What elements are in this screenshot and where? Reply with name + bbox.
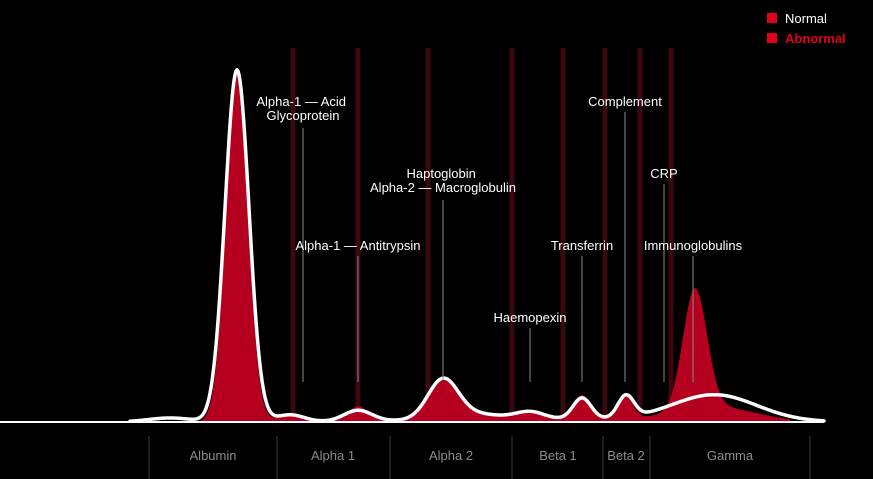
protein-label-line: Haptoglobin bbox=[406, 166, 475, 181]
protein-label-alpha1-antitrypsin: Alpha-1 — Antitrypsin bbox=[295, 238, 420, 253]
protein-label-immunoglobulins: Immunoglobulins bbox=[644, 238, 743, 253]
protein-label-line: Transferrin bbox=[551, 238, 613, 253]
legend-label-abnormal: Abnormal bbox=[785, 30, 846, 46]
legend-label-normal: Normal bbox=[785, 10, 827, 26]
region-label-beta1: Beta 1 bbox=[539, 448, 577, 463]
region-label-alpha2: Alpha 2 bbox=[429, 448, 473, 463]
protein-label-line: Complement bbox=[588, 94, 662, 109]
legend-swatch-abnormal bbox=[767, 33, 777, 43]
protein-label-line: Alpha-1 — Antitrypsin bbox=[295, 238, 420, 253]
protein-labels: Alpha-1 — Acid Glycoprotein Alpha-1 — An… bbox=[256, 94, 742, 325]
region-labels: Albumin Alpha 1 Alpha 2 Beta 1 Beta 2 Ga… bbox=[190, 448, 754, 463]
region-label-beta2: Beta 2 bbox=[607, 448, 645, 463]
legend-swatch-normal bbox=[767, 13, 777, 23]
legend-item-normal: Normal bbox=[767, 8, 867, 28]
legend: Normal Abnormal bbox=[767, 8, 867, 48]
protein-label-haemopexin: Haemopexin bbox=[494, 310, 567, 325]
protein-label-line: Immunoglobulins bbox=[644, 238, 743, 253]
protein-label-line: Haemopexin bbox=[494, 310, 567, 325]
normal-curve-line bbox=[128, 68, 826, 423]
protein-label-haptoglobin-macroglobulin: Haptoglobin Alpha-2 — Macroglobulin bbox=[370, 166, 516, 195]
region-label-albumin: Albumin bbox=[190, 448, 237, 463]
fraction-band-lines bbox=[290, 48, 674, 420]
protein-label-line: Glycoprotein bbox=[267, 108, 340, 123]
protein-label-transferrin: Transferrin bbox=[551, 238, 613, 253]
region-label-gamma: Gamma bbox=[707, 448, 754, 463]
protein-label-crp: CRP bbox=[650, 166, 677, 181]
region-dividers bbox=[148, 436, 811, 479]
protein-label-line: Alpha-2 — Macroglobulin bbox=[370, 180, 516, 195]
protein-label-alpha1-acid-glycoprotein: Alpha-1 — Acid Glycoprotein bbox=[256, 94, 349, 123]
protein-label-line: Alpha-1 — Acid bbox=[256, 94, 346, 109]
protein-label-line: CRP bbox=[650, 166, 677, 181]
legend-item-abnormal: Abnormal bbox=[767, 28, 867, 48]
region-label-alpha1: Alpha 1 bbox=[311, 448, 355, 463]
protein-leader-lines bbox=[302, 112, 694, 382]
protein-label-complement: Complement bbox=[588, 94, 662, 109]
